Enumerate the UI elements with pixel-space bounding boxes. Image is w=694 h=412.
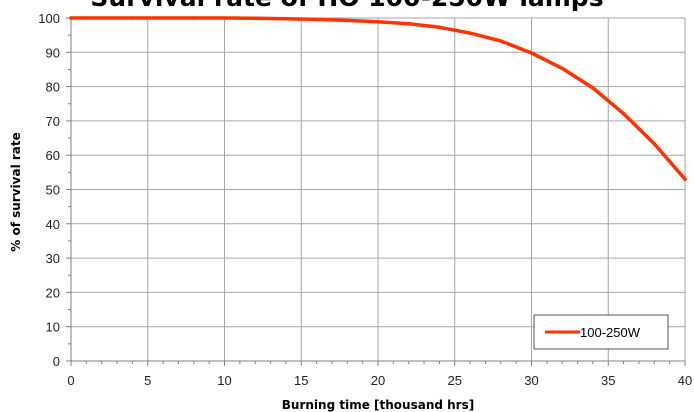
y-tick-label: 70 — [46, 114, 60, 129]
x-tick-label: 15 — [294, 373, 308, 388]
data-point — [499, 39, 503, 43]
data-point — [69, 16, 73, 20]
y-tick-label: 40 — [46, 217, 60, 232]
y-tick-label: 10 — [46, 320, 60, 335]
x-axis-title: Burning time [thousand hrs] — [282, 398, 474, 412]
legend: 100-250W — [533, 314, 669, 350]
axes: 0 10 20 30 40 50 60 70 80 90 100 0 5 10 15 20 25 30 35 40 — [38, 11, 692, 388]
y-tick-label: 20 — [46, 285, 60, 300]
data-point — [406, 22, 411, 26]
data-point — [652, 142, 657, 146]
data-point — [621, 111, 626, 116]
x-tick-label: 0 — [67, 373, 74, 388]
data-point — [253, 16, 257, 21]
data-point — [284, 16, 288, 21]
y-tick-label: 0 — [53, 354, 60, 369]
series-layer — [69, 16, 687, 181]
x-tick-label: 35 — [601, 373, 615, 388]
data-point — [161, 16, 165, 20]
y-tick-label: 90 — [46, 45, 60, 60]
data-point — [683, 177, 687, 181]
x-tick-label: 20 — [371, 373, 385, 388]
chart-title: Survival rate of HO 100-250W lamps — [0, 0, 694, 12]
data-point — [222, 16, 227, 20]
y-tick-label: 100 — [38, 11, 60, 26]
data-point — [376, 20, 380, 24]
x-tick-label: 25 — [448, 373, 462, 388]
y-tick-label: 80 — [46, 80, 60, 95]
data-point — [130, 16, 135, 20]
y-tick-label: 60 — [46, 148, 60, 163]
y-tick-label: 30 — [46, 251, 60, 266]
data-point — [192, 16, 196, 20]
data-point — [314, 17, 319, 22]
grid — [71, 17, 686, 361]
data-point — [591, 86, 595, 90]
y-tick-label: 50 — [46, 183, 60, 198]
x-tick-label: 30 — [524, 373, 538, 388]
data-point — [529, 51, 534, 55]
x-tick-label: 40 — [678, 373, 692, 388]
y-axis-title: % of survival rate — [9, 132, 23, 251]
data-point — [437, 25, 442, 30]
x-tick-label: 5 — [144, 373, 151, 388]
data-point — [560, 66, 564, 71]
x-tick-label: 10 — [217, 373, 231, 388]
data-point — [468, 31, 472, 35]
data-point — [345, 18, 350, 23]
data-point — [99, 16, 104, 20]
legend-label-100-250w: 100-250W — [580, 325, 641, 340]
